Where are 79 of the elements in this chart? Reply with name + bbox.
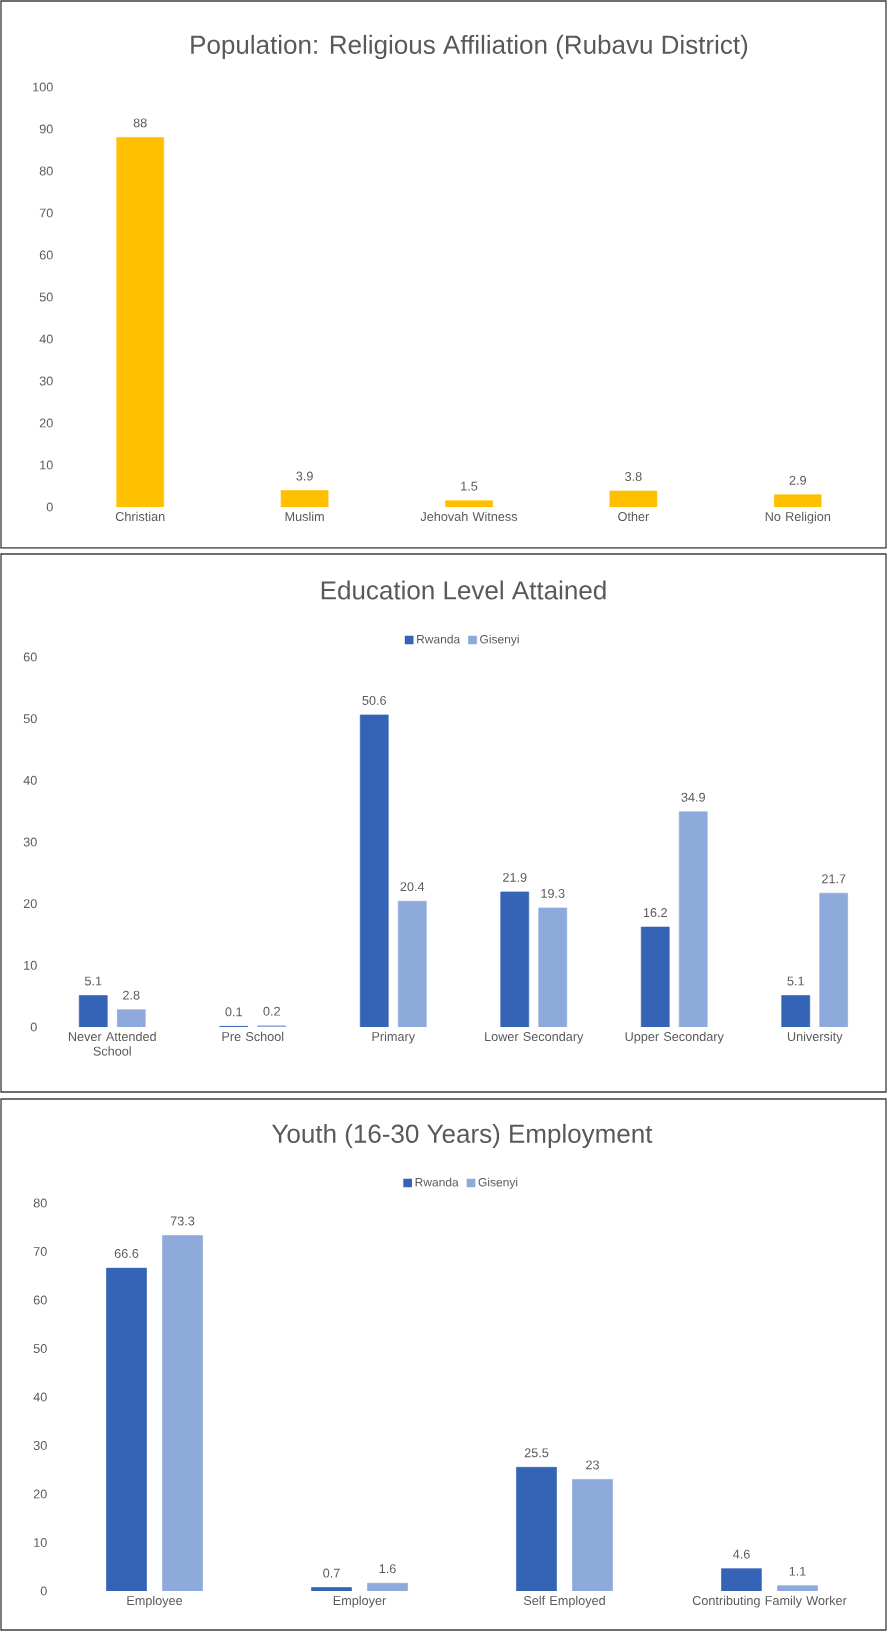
data-label: 5.1 bbox=[84, 976, 102, 986]
y-tick-label: 0 bbox=[30, 1022, 37, 1032]
bar bbox=[538, 907, 568, 1027]
x-tick-label: University bbox=[787, 1031, 843, 1044]
chart-title: Population: Religious Affiliation (Rubavu District) bbox=[191, 34, 748, 60]
y-tick-label: 70 bbox=[33, 1247, 47, 1256]
y-tick-label: 20 bbox=[23, 899, 37, 909]
y-tick-label: 40 bbox=[23, 775, 37, 785]
x-tick-label: Primary bbox=[372, 1031, 416, 1044]
data-label: 3.9 bbox=[296, 471, 313, 481]
data-label: 4.6 bbox=[732, 1549, 750, 1559]
y-tick-label: 100 bbox=[33, 82, 53, 92]
y-tick-label: 30 bbox=[33, 1441, 47, 1450]
y-tick-label: 20 bbox=[33, 1489, 47, 1499]
data-label: 21.9 bbox=[503, 872, 527, 882]
x-tick-label: Muslim bbox=[285, 511, 324, 521]
y-tick-label: 10 bbox=[40, 460, 53, 470]
y-tick-label: 0 bbox=[40, 1586, 47, 1596]
data-label: 0.7 bbox=[323, 1568, 340, 1578]
x-tick-label: Lower Secondary bbox=[485, 1031, 584, 1044]
data-label: 0.1 bbox=[225, 1007, 242, 1017]
data-label: 21.7 bbox=[822, 874, 846, 884]
bar bbox=[116, 1009, 146, 1027]
y-tick-label: 30 bbox=[23, 837, 37, 847]
x-tick-label: Never Attended School bbox=[68, 1031, 156, 1056]
y-tick-label: 0 bbox=[46, 502, 53, 512]
y-tick-label: 70 bbox=[39, 208, 53, 218]
data-label: 19.3 bbox=[541, 888, 565, 898]
data-label: 73.3 bbox=[170, 1216, 195, 1226]
legend-label: Rwanda bbox=[415, 1177, 459, 1187]
data-label: 50.6 bbox=[362, 695, 387, 705]
y-tick-label: 80 bbox=[33, 1198, 47, 1208]
data-label: 20.4 bbox=[400, 882, 425, 892]
y-tick-label: 10 bbox=[24, 960, 37, 970]
y-tick-label: 80 bbox=[39, 166, 53, 176]
chart-title: Education Level Attained bbox=[321, 580, 606, 600]
data-label: 5.1 bbox=[787, 976, 804, 986]
x-tick-label: No Religion bbox=[765, 511, 831, 524]
x-tick-label: Employer bbox=[333, 1595, 387, 1608]
data-label: 2.9 bbox=[789, 475, 806, 485]
x-tick-label: Contributing Family Worker bbox=[692, 1595, 847, 1608]
x-tick-label: Self Employed bbox=[523, 1595, 605, 1608]
y-tick-label: 20 bbox=[39, 418, 53, 428]
y-tick-label: 40 bbox=[33, 1392, 47, 1402]
chart-title: Youth (16-30 Years) Employment bbox=[272, 1123, 653, 1149]
y-tick-label: 50 bbox=[23, 714, 37, 724]
x-tick-label: Pre School bbox=[222, 1031, 284, 1042]
bar bbox=[819, 892, 849, 1027]
data-label: 16.2 bbox=[643, 908, 667, 918]
data-label: 66.6 bbox=[114, 1248, 139, 1258]
y-tick-label: 60 bbox=[39, 250, 53, 260]
data-label: 25.5 bbox=[524, 1448, 549, 1458]
y-tick-label: 60 bbox=[23, 652, 37, 662]
data-label: 1.6 bbox=[379, 1564, 396, 1574]
bar bbox=[397, 900, 427, 1027]
y-tick-label: 50 bbox=[39, 292, 53, 302]
x-tick-label: Christian bbox=[115, 511, 165, 521]
data-label: 2.8 bbox=[123, 990, 140, 1000]
x-tick-label: Other bbox=[618, 511, 650, 521]
x-tick-label: Employee bbox=[127, 1595, 183, 1608]
y-tick-label: 10 bbox=[34, 1538, 47, 1547]
data-label: 34.9 bbox=[681, 792, 705, 802]
bar bbox=[678, 811, 708, 1027]
legend-label: Gisenyi bbox=[480, 634, 519, 646]
y-tick-label: 40 bbox=[39, 334, 53, 344]
data-label: 0.2 bbox=[263, 1006, 280, 1016]
data-label: 1.5 bbox=[461, 481, 478, 491]
data-label: 88 bbox=[133, 118, 147, 128]
legend-label: Rwanda bbox=[417, 634, 461, 644]
y-tick-label: 30 bbox=[39, 376, 53, 386]
x-tick-label: Jehovah Witness bbox=[420, 511, 518, 521]
y-tick-label: 50 bbox=[33, 1344, 47, 1353]
data-label: 3.8 bbox=[625, 472, 642, 481]
y-tick-label: 90 bbox=[39, 124, 53, 134]
data-label: 1.1 bbox=[789, 1566, 806, 1576]
legend-label: Gisenyi bbox=[478, 1177, 518, 1189]
x-tick-label: Upper Secondary bbox=[625, 1031, 724, 1044]
data-label: 23 bbox=[586, 1460, 599, 1470]
y-tick-label: 60 bbox=[33, 1295, 47, 1305]
